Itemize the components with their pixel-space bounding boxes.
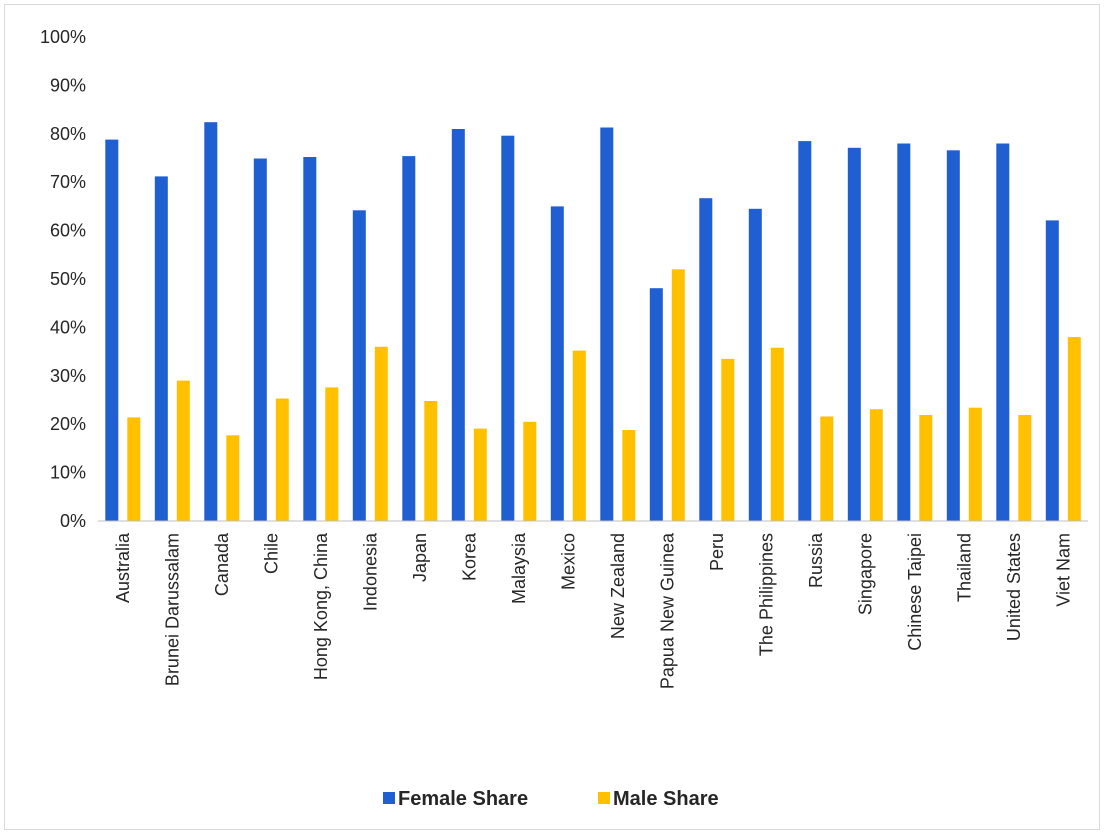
- x-tick-label: Canada: [212, 532, 232, 596]
- female-share-bar: [847, 147, 861, 522]
- male-share-bar: [622, 430, 636, 521]
- female-share-bar: [748, 208, 762, 522]
- female-share-bar: [946, 150, 960, 522]
- female-share-bar: [897, 143, 911, 521]
- x-tick-label: Korea: [459, 532, 479, 581]
- legend-label: Female Share: [398, 788, 528, 810]
- female-share-bar: [204, 122, 218, 521]
- female-share-bar: [352, 210, 366, 522]
- female-share-bar: [105, 139, 119, 521]
- female-share-bar: [303, 157, 317, 521]
- legend-label: Male Share: [613, 788, 719, 810]
- y-tick-label: 70%: [50, 172, 86, 192]
- female-share-bar: [501, 135, 515, 521]
- legend: Female Share Male Share: [383, 788, 719, 810]
- male-share-bar: [325, 387, 339, 521]
- x-tick-label: Japan: [410, 533, 430, 582]
- male-share-bar: [1018, 415, 1032, 521]
- male-share-bar: [176, 380, 190, 521]
- x-tick-label: Peru: [707, 533, 727, 571]
- male-share-bar: [572, 350, 586, 521]
- male-share-bar: [671, 269, 685, 521]
- x-tick-label: Chile: [261, 533, 281, 574]
- male-share-bar: [424, 401, 438, 521]
- x-tick-label: New Zealand: [608, 533, 628, 639]
- x-tick-label: Russia: [806, 532, 826, 588]
- y-tick-label: 60%: [50, 221, 86, 241]
- y-tick-label: 80%: [50, 124, 86, 144]
- y-axis: 0% 10% 20% 30% 40% 50% 60% 70% 80% 90% 100%: [40, 27, 86, 531]
- y-tick-label: 0%: [60, 511, 86, 531]
- female-share-bar: [451, 129, 465, 521]
- male-share-bar: [721, 358, 735, 521]
- male-share-bar: [374, 346, 388, 521]
- male-share-bar: [1067, 337, 1081, 521]
- y-tick-label: 90%: [50, 75, 86, 95]
- male-share-bar: [127, 417, 141, 521]
- female-share-bar: [550, 206, 564, 521]
- x-tick-label: The Philippines: [756, 533, 776, 656]
- female-share-bar: [699, 198, 713, 521]
- male-share-bar: [473, 428, 487, 521]
- x-tick-label: Malaysia: [509, 532, 529, 604]
- male-share-bar: [919, 415, 933, 521]
- male-share-bar: [770, 347, 784, 521]
- x-tick-label: Papua New Guinea: [657, 532, 677, 689]
- y-tick-label: 100%: [40, 27, 86, 47]
- male-share-bar: [820, 416, 834, 521]
- x-tick-label: Indonesia: [360, 532, 380, 611]
- female-share-bar: [996, 143, 1010, 521]
- x-tick-label: Singapore: [855, 533, 875, 615]
- y-tick-label: 10%: [50, 463, 86, 483]
- y-tick-label: 50%: [50, 269, 86, 289]
- x-axis: Australia Brunei Darussalam Canada Chile Hon…: [98, 520, 1088, 689]
- x-tick-label: Chinese Taipei: [905, 533, 925, 651]
- y-tick-label: 40%: [50, 317, 86, 337]
- female-share-bar: [154, 176, 168, 521]
- female-share-bar: [1045, 220, 1059, 521]
- female-share-bar: [402, 156, 416, 521]
- x-tick-label: Australia: [113, 532, 133, 603]
- female-share-bar: [649, 288, 663, 521]
- legend-swatch: [383, 792, 395, 804]
- female-share-bar: [798, 141, 812, 521]
- bars: [105, 122, 1081, 522]
- x-tick-label: United States: [1004, 533, 1024, 641]
- male-share-bar: [226, 435, 240, 521]
- male-share-bar: [275, 398, 289, 521]
- male-share-bar: [523, 421, 537, 521]
- female-share-bar: [600, 127, 614, 521]
- x-tick-label: Brunei Darussalam: [162, 533, 182, 686]
- y-tick-label: 30%: [50, 366, 86, 386]
- x-tick-label: Viet Nam: [1053, 533, 1073, 607]
- legend-swatch: [598, 792, 610, 804]
- x-tick-label: Mexico: [558, 533, 578, 590]
- x-tick-label: Hong Kong, China: [311, 532, 331, 680]
- male-share-bar: [968, 407, 982, 521]
- y-tick-label: 20%: [50, 414, 86, 434]
- female-share-bar: [253, 158, 267, 521]
- x-tick-label: Thailand: [954, 533, 974, 602]
- male-share-bar: [869, 409, 883, 521]
